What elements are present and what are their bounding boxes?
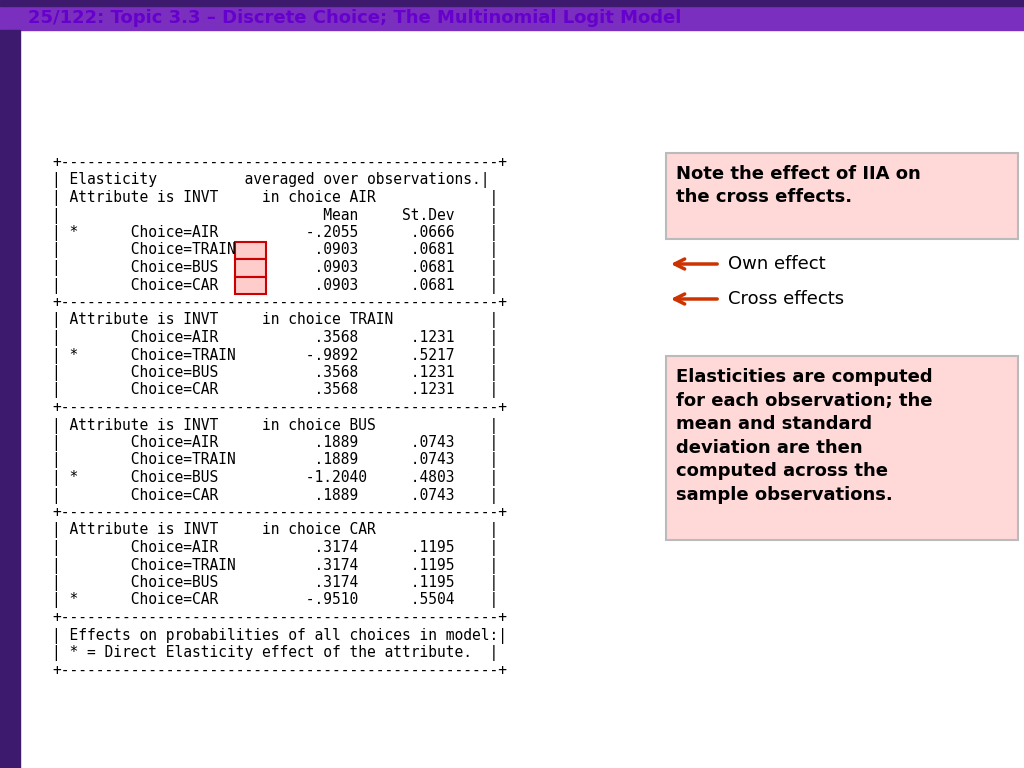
Text: +--------------------------------------------------+: +---------------------------------------… bbox=[52, 663, 507, 677]
Text: | *      Choice=CAR          -.9510      .5504    |: | * Choice=CAR -.9510 .5504 | bbox=[52, 592, 499, 608]
Text: |        Choice=BUS           .0903      .0681    |: | Choice=BUS .0903 .0681 | bbox=[52, 260, 499, 276]
Text: |        Choice=TRAIN         .0903      .0681    |: | Choice=TRAIN .0903 .0681 | bbox=[52, 243, 499, 259]
Text: | Attribute is INVT     in choice AIR             |: | Attribute is INVT in choice AIR | bbox=[52, 190, 499, 206]
Text: |        Choice=BUS           .3568      .1231    |: | Choice=BUS .3568 .1231 | bbox=[52, 365, 499, 381]
Text: | * = Direct Elasticity effect of the attribute.  |: | * = Direct Elasticity effect of the at… bbox=[52, 645, 499, 661]
Text: Own effect: Own effect bbox=[728, 255, 825, 273]
Text: Cross effects: Cross effects bbox=[728, 290, 844, 308]
Bar bbox=[234, 241, 266, 259]
Text: | *      Choice=TRAIN        -.9892      .5217    |: | * Choice=TRAIN -.9892 .5217 | bbox=[52, 347, 499, 363]
Text: | *      Choice=AIR          -.2055      .0666    |: | * Choice=AIR -.2055 .0666 | bbox=[52, 225, 499, 241]
Text: | Attribute is INVT     in choice CAR             |: | Attribute is INVT in choice CAR | bbox=[52, 522, 499, 538]
Bar bbox=[234, 259, 266, 276]
Text: |        Choice=CAR           .0903      .0681    |: | Choice=CAR .0903 .0681 | bbox=[52, 277, 499, 293]
Text: |        Choice=BUS           .3174      .1195    |: | Choice=BUS .3174 .1195 | bbox=[52, 575, 499, 591]
Text: | Attribute is INVT     in choice BUS             |: | Attribute is INVT in choice BUS | bbox=[52, 418, 499, 433]
Text: |        Choice=CAR           .3568      .1231    |: | Choice=CAR .3568 .1231 | bbox=[52, 382, 499, 399]
Text: |        Choice=TRAIN         .3174      .1195    |: | Choice=TRAIN .3174 .1195 | bbox=[52, 558, 499, 574]
Text: 25/122: Topic 3.3 – Discrete Choice; The Multinomial Logit Model: 25/122: Topic 3.3 – Discrete Choice; The… bbox=[28, 9, 681, 27]
Text: | Elasticity          averaged over observations.|: | Elasticity averaged over observations.… bbox=[52, 173, 489, 188]
Bar bbox=[0, 30, 20, 768]
Text: +--------------------------------------------------+: +---------------------------------------… bbox=[52, 400, 507, 415]
Bar bbox=[0, 0, 1024, 30]
Text: +--------------------------------------------------+: +---------------------------------------… bbox=[52, 505, 507, 520]
Text: Elasticities are computed
for each observation; the
mean and standard
deviation : Elasticities are computed for each obser… bbox=[676, 368, 933, 504]
FancyBboxPatch shape bbox=[666, 356, 1018, 540]
Text: |        Choice=AIR           .3568      .1231    |: | Choice=AIR .3568 .1231 | bbox=[52, 330, 499, 346]
Text: |        Choice=CAR           .1889      .0743    |: | Choice=CAR .1889 .0743 | bbox=[52, 488, 499, 504]
Text: |        Choice=AIR           .1889      .0743    |: | Choice=AIR .1889 .0743 | bbox=[52, 435, 499, 451]
Text: | *      Choice=BUS          -1.2040     .4803    |: | * Choice=BUS -1.2040 .4803 | bbox=[52, 470, 499, 486]
Text: |        Choice=AIR           .3174      .1195    |: | Choice=AIR .3174 .1195 | bbox=[52, 540, 499, 556]
Text: +--------------------------------------------------+: +---------------------------------------… bbox=[52, 610, 507, 625]
Text: |                              Mean     St.Dev    |: | Mean St.Dev | bbox=[52, 207, 499, 223]
Text: | Effects on probabilities of all choices in model:|: | Effects on probabilities of all choice… bbox=[52, 627, 507, 644]
Text: Note the effect of IIA on
the cross effects.: Note the effect of IIA on the cross effe… bbox=[676, 165, 921, 206]
Text: +--------------------------------------------------+: +---------------------------------------… bbox=[52, 295, 507, 310]
FancyBboxPatch shape bbox=[666, 153, 1018, 239]
Text: +--------------------------------------------------+: +---------------------------------------… bbox=[52, 155, 507, 170]
Text: |        Choice=TRAIN         .1889      .0743    |: | Choice=TRAIN .1889 .0743 | bbox=[52, 452, 499, 468]
Bar bbox=[234, 276, 266, 294]
Bar bbox=[0, 0, 1024, 6]
Text: | Attribute is INVT     in choice TRAIN           |: | Attribute is INVT in choice TRAIN | bbox=[52, 313, 499, 329]
